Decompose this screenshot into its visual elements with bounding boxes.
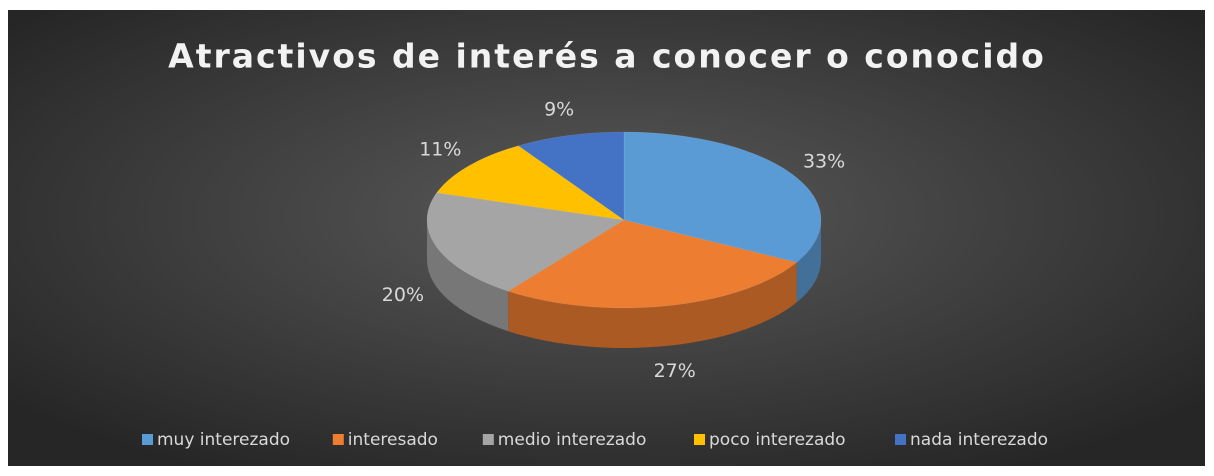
legend-swatch xyxy=(482,434,494,445)
pie-side xyxy=(427,220,509,332)
pie-side xyxy=(508,262,797,348)
chart-title: Atractivos de interés a conocer o conoci… xyxy=(168,37,1046,76)
legend-swatch xyxy=(142,434,153,445)
legend-label: nada interezado xyxy=(910,430,1048,450)
pie-side xyxy=(796,220,821,303)
pie-slice xyxy=(436,145,625,221)
legend-swatch xyxy=(895,434,906,445)
pie-slice xyxy=(517,131,625,221)
data-label: 11% xyxy=(419,138,461,160)
data-label: 20% xyxy=(382,284,424,306)
legend-swatch xyxy=(332,434,344,445)
pie-slice xyxy=(623,131,822,263)
pie-slice xyxy=(426,192,625,292)
data-label: 27% xyxy=(654,360,696,382)
pie-slice xyxy=(507,219,798,309)
legend-swatch xyxy=(694,434,705,445)
legend-label: medio interezado xyxy=(498,430,647,450)
legend-label: muy interezado xyxy=(157,430,290,450)
legend-label: poco interezado xyxy=(709,430,846,450)
data-label: 33% xyxy=(803,150,845,172)
legend-label: interesado xyxy=(348,430,438,450)
data-label: 9% xyxy=(544,99,574,121)
